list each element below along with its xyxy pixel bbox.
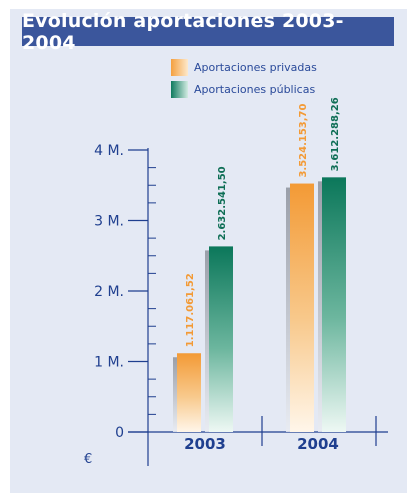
legend-label-private: Aportaciones privadas	[194, 60, 317, 74]
legend-label-public: Aportaciones públicas	[194, 82, 316, 96]
y-tick-label: 4 M.	[94, 143, 124, 159]
bar	[290, 183, 314, 432]
bar-value-label: 1.117.061,52	[185, 273, 196, 347]
bar-value-label: 2.632.541,50	[217, 166, 228, 240]
x-category-label: 2004	[297, 435, 339, 453]
y-tick-label: 0	[115, 425, 124, 441]
bar-value-label: 3.524.153,70	[298, 103, 309, 177]
bar	[209, 246, 233, 432]
bar	[177, 353, 201, 432]
legend-item-private: Aportaciones privadas	[171, 58, 317, 76]
currency-unit-label: €	[84, 452, 92, 467]
x-category-label: 2003	[184, 435, 226, 453]
legend-swatch-public	[171, 80, 188, 98]
legend-swatch-private	[171, 58, 188, 76]
y-tick-label: 1 M.	[94, 355, 124, 371]
legend-item-public: Aportaciones públicas	[171, 80, 315, 98]
bar-value-label: 3.612.288,26	[330, 97, 341, 171]
y-tick-label: 2 M.	[94, 284, 124, 300]
bar	[322, 177, 346, 432]
y-tick-label: 3 M.	[94, 214, 124, 230]
